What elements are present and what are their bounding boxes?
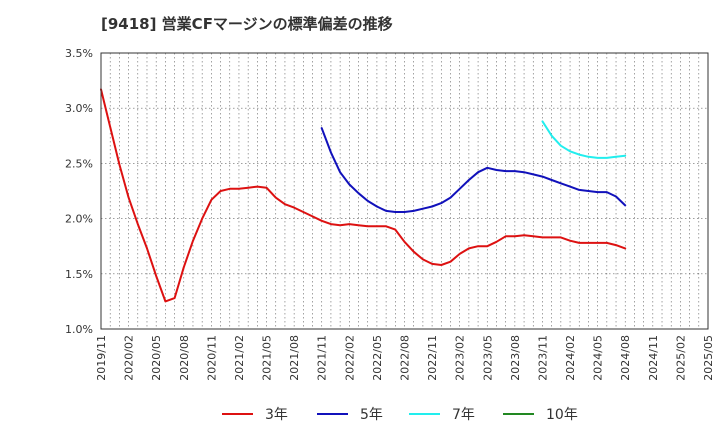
x-tick-label: 2020/05 [150,335,163,381]
x-tick-label: 2025/02 [674,335,687,381]
x-tick-label: 2020/11 [205,335,218,381]
series-lines [100,88,627,303]
x-axis-ticks: 2019/11 2020/02 2020/05 2020/08 2020/11 2021/… [95,335,715,381]
y-tick-label: 1.5% [65,268,93,281]
legend-label: 7年 [452,407,475,423]
x-tick-label: 2023/02 [454,335,467,381]
x-tick-label: 2025/05 [702,335,715,381]
legend-label: 5年 [360,407,383,423]
x-tick-label: 2019/11 [95,335,108,381]
legend: 3年 5年 7年 10年 [222,407,578,423]
y-tick-label: 3.5% [65,47,93,60]
y-axis-ticks: 1.0% 1.5% 2.0% 2.5% 3.0% 3.5% [65,47,93,336]
x-tick-label: 2020/02 [123,335,136,381]
x-tick-label: 2022/11 [426,335,439,381]
x-tick-label: 2023/05 [481,335,494,381]
y-tick-label: 1.0% [65,323,93,336]
series-line-7年 [541,120,627,159]
x-tick-label: 2023/11 [536,335,549,381]
x-tick-label: 2022/08 [399,335,412,381]
series-line-3年 [100,88,627,303]
x-tick-label: 2022/05 [371,335,384,381]
x-tick-label: 2024/08 [619,335,632,381]
x-tick-label: 2024/02 [564,335,577,381]
y-tick-label: 2.0% [65,213,93,226]
x-tick-label: 2023/08 [509,335,522,381]
x-tick-label: 2021/02 [233,335,246,381]
x-tick-label: 2022/02 [343,335,356,381]
series-line-5年 [320,127,627,213]
y-tick-label: 2.5% [65,157,93,170]
chart-title: [9418] 営業CFマージンの標準偏差の推移 [101,15,393,33]
x-tick-label: 2020/08 [178,335,191,381]
x-tick-label: 2024/11 [647,335,660,381]
legend-label: 3年 [265,407,288,423]
legend-label: 10年 [546,407,578,423]
plot-frame [100,52,709,330]
x-tick-label: 2021/05 [261,335,274,381]
plot-area [101,53,708,329]
y-tick-label: 3.0% [65,102,93,115]
x-tick-label: 2021/08 [288,335,301,381]
x-tick-label: 2024/05 [592,335,605,381]
x-tick-label: 2021/11 [316,335,329,381]
